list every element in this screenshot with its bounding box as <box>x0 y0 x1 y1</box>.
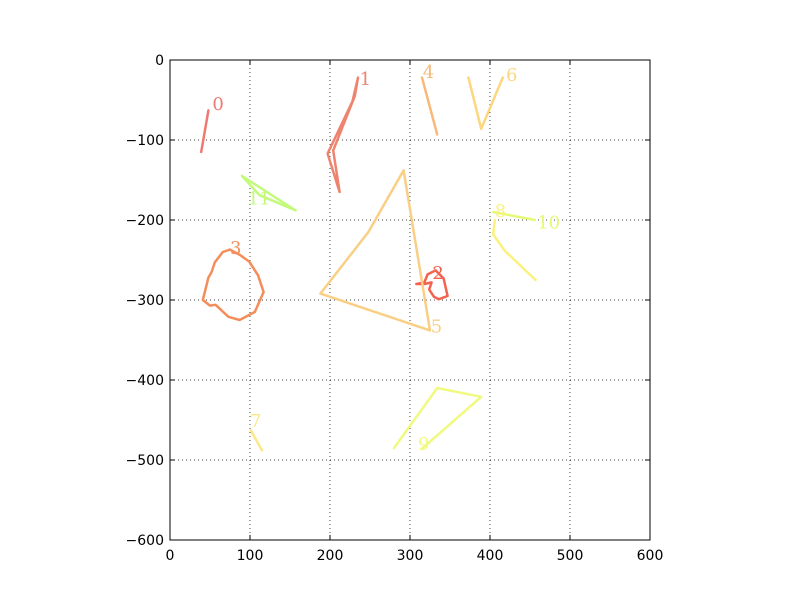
series-6-line <box>467 76 505 131</box>
x-tick-label: 600 <box>637 548 664 564</box>
series-6-label: 6 <box>506 65 517 86</box>
series-labels: 0 1 2 3 4 5 6 7 8 9 10 11 <box>212 62 560 455</box>
series-8-line <box>491 218 537 282</box>
series-0-line <box>199 109 210 154</box>
series-5-line <box>319 169 432 332</box>
series-3-label: 3 <box>230 238 241 259</box>
x-tick-label: 300 <box>397 548 424 564</box>
series-7-label: 7 <box>250 411 261 432</box>
series-9-label: 9 <box>418 434 429 455</box>
series-11-label: 11 <box>248 188 271 209</box>
series-4-label: 4 <box>423 62 434 83</box>
series-4-line <box>420 76 439 136</box>
x-tick-label: 500 <box>557 548 584 564</box>
axis-tick-labels: 0 100 200 300 400 500 6000−100−200−300−400−500… <box>126 53 664 564</box>
y-tick-label: −100 <box>126 133 164 149</box>
series-0-label: 0 <box>212 94 223 115</box>
x-tick-label: 200 <box>317 548 344 564</box>
y-tick-label: −400 <box>126 373 164 389</box>
x-tick-label: 0 <box>166 548 175 564</box>
x-tick-label: 400 <box>477 548 504 564</box>
series-7-line <box>249 429 264 452</box>
series-layer <box>199 76 537 452</box>
y-tick-label: 0 <box>155 53 164 69</box>
series-8-label: 8 <box>495 201 506 222</box>
series-1-label: 1 <box>360 69 371 90</box>
y-tick-label: −200 <box>126 213 164 229</box>
series-11-line <box>240 174 297 212</box>
y-tick-label: −500 <box>126 453 164 469</box>
x-tick-label: 100 <box>237 548 264 564</box>
series-1-line <box>326 76 360 194</box>
series-10-label: 10 <box>537 212 560 233</box>
series-10-line <box>491 210 537 222</box>
axis-ticks <box>169 59 651 541</box>
y-tick-label: −600 <box>126 533 164 549</box>
y-tick-label: −300 <box>126 293 164 309</box>
series-2-label: 2 <box>432 263 443 284</box>
series-5-label: 5 <box>431 316 442 337</box>
series-9-line <box>392 386 483 450</box>
series-3-line <box>201 248 265 322</box>
series-2-line <box>415 269 449 301</box>
